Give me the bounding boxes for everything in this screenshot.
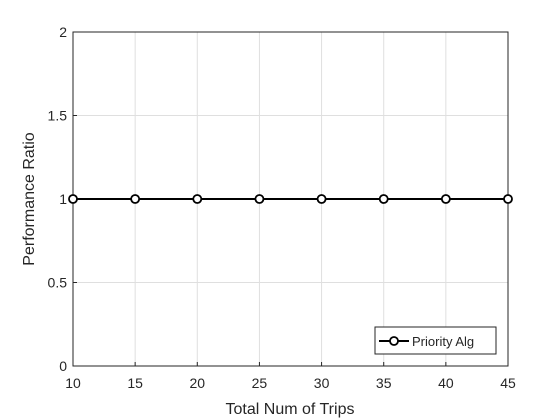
- y-tick-label: 0: [59, 358, 67, 374]
- data-point: [440, 194, 451, 204]
- x-tick-label: 45: [500, 375, 516, 391]
- x-tick-label: 10: [65, 375, 81, 391]
- x-axis-label: Total Num of Trips: [226, 401, 355, 418]
- y-tick-label: 2: [59, 24, 67, 40]
- data-point: [378, 194, 389, 204]
- y-tick-label: 0.5: [48, 275, 68, 291]
- x-axis: 10 15 20 25 30 35 40 45: [65, 362, 516, 391]
- x-tick-label: 15: [127, 375, 143, 391]
- x-tick-label: 25: [252, 375, 268, 391]
- data-point: [130, 194, 141, 204]
- data-point: [503, 194, 513, 204]
- data-point: [254, 194, 265, 204]
- y-axis-label: Performance Ratio: [21, 132, 38, 265]
- x-tick-label: 40: [438, 375, 454, 391]
- legend: Priority Alg: [374, 326, 497, 355]
- x-tick-label: 35: [376, 375, 392, 391]
- data-point: [192, 194, 203, 204]
- series-layer: [68, 194, 513, 204]
- x-tick-label: 30: [314, 375, 330, 391]
- data-point: [316, 194, 327, 204]
- legend-marker-sample: [389, 336, 399, 346]
- legend-label: Priority Alg: [412, 334, 474, 349]
- y-axis: 0 0.5 1 1.5 2: [48, 24, 77, 374]
- y-tick-label: 1: [59, 191, 67, 207]
- y-tick-label: 1.5: [48, 108, 68, 124]
- data-point: [68, 194, 78, 204]
- x-tick-label: 20: [189, 375, 205, 391]
